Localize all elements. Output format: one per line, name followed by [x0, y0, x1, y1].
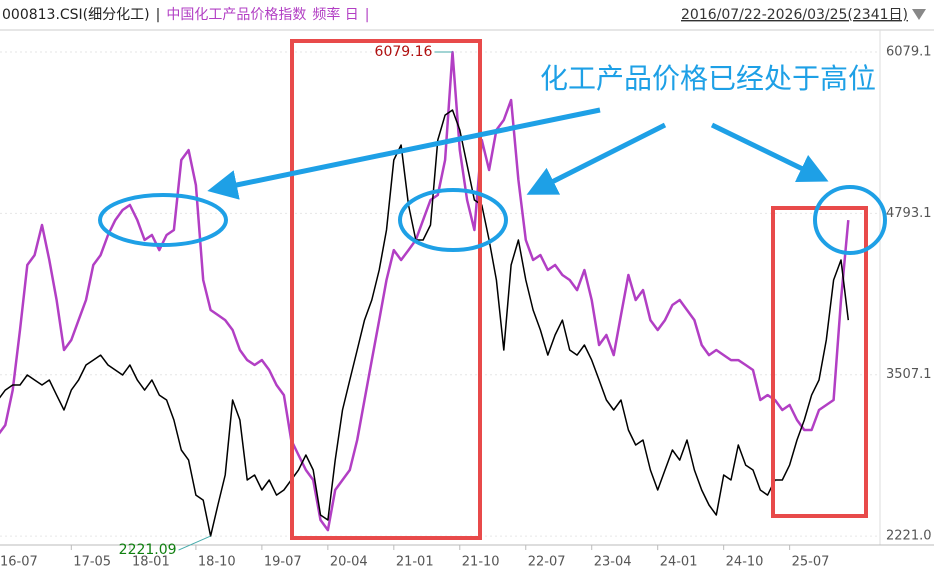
x-tick-label: 21-10: [462, 555, 500, 570]
line-series: [0, 109, 850, 537]
x-tick-label: 18-01: [132, 555, 170, 570]
date-range[interactable]: 2016/07/22-2026/03/25(2341日): [681, 7, 908, 23]
max-label: 6079.16: [375, 44, 433, 60]
min-label: 2221.09: [119, 542, 177, 558]
x-tick-label: 23-04: [594, 555, 632, 570]
highlight-ellipse: [398, 188, 508, 252]
highlight-box: [771, 206, 868, 518]
min-pointer: [178, 535, 211, 551]
x-tick-label: 20-04: [330, 555, 368, 570]
annotation-text: 化工产品价格已经处于高位: [540, 62, 876, 95]
x-tick-label: 18-10: [198, 555, 236, 570]
x-tick-label: 17-05: [73, 555, 111, 570]
highlight-ellipse: [813, 185, 887, 255]
x-tick-label: 24-10: [726, 555, 764, 570]
x-tick-label: 21-01: [396, 555, 434, 570]
x-tick-label: 24-01: [660, 555, 698, 570]
arrow: [526, 122, 667, 195]
y-tick-label: 4793.1: [886, 206, 932, 221]
arrow: [710, 122, 829, 182]
y-tick-label: 3507.1: [886, 367, 932, 382]
legend-entry: 000813.CSI(细分化工): [2, 7, 150, 23]
x-tick-label: 16-07: [0, 555, 38, 570]
arrow: [207, 107, 601, 200]
frequency: 频率 日: [312, 6, 358, 23]
separator: |: [365, 7, 370, 23]
annotations: 化工产品价格已经处于高位: [98, 39, 887, 540]
x-tick-label: 22-07: [528, 555, 566, 570]
y-tick-label: 6079.1: [886, 45, 932, 60]
line-series: [0, 50, 850, 532]
x-tick-label: 25-07: [792, 555, 830, 570]
y-tick-label: 2221.0: [886, 529, 932, 544]
dropdown-icon[interactable]: [912, 9, 926, 20]
highlight-ellipse: [98, 193, 228, 247]
highlight-box: [290, 39, 482, 540]
legend-entry: 中国化工产品价格指数: [166, 7, 306, 23]
x-tick-label: 19-07: [264, 555, 302, 570]
separator: |: [156, 7, 161, 23]
